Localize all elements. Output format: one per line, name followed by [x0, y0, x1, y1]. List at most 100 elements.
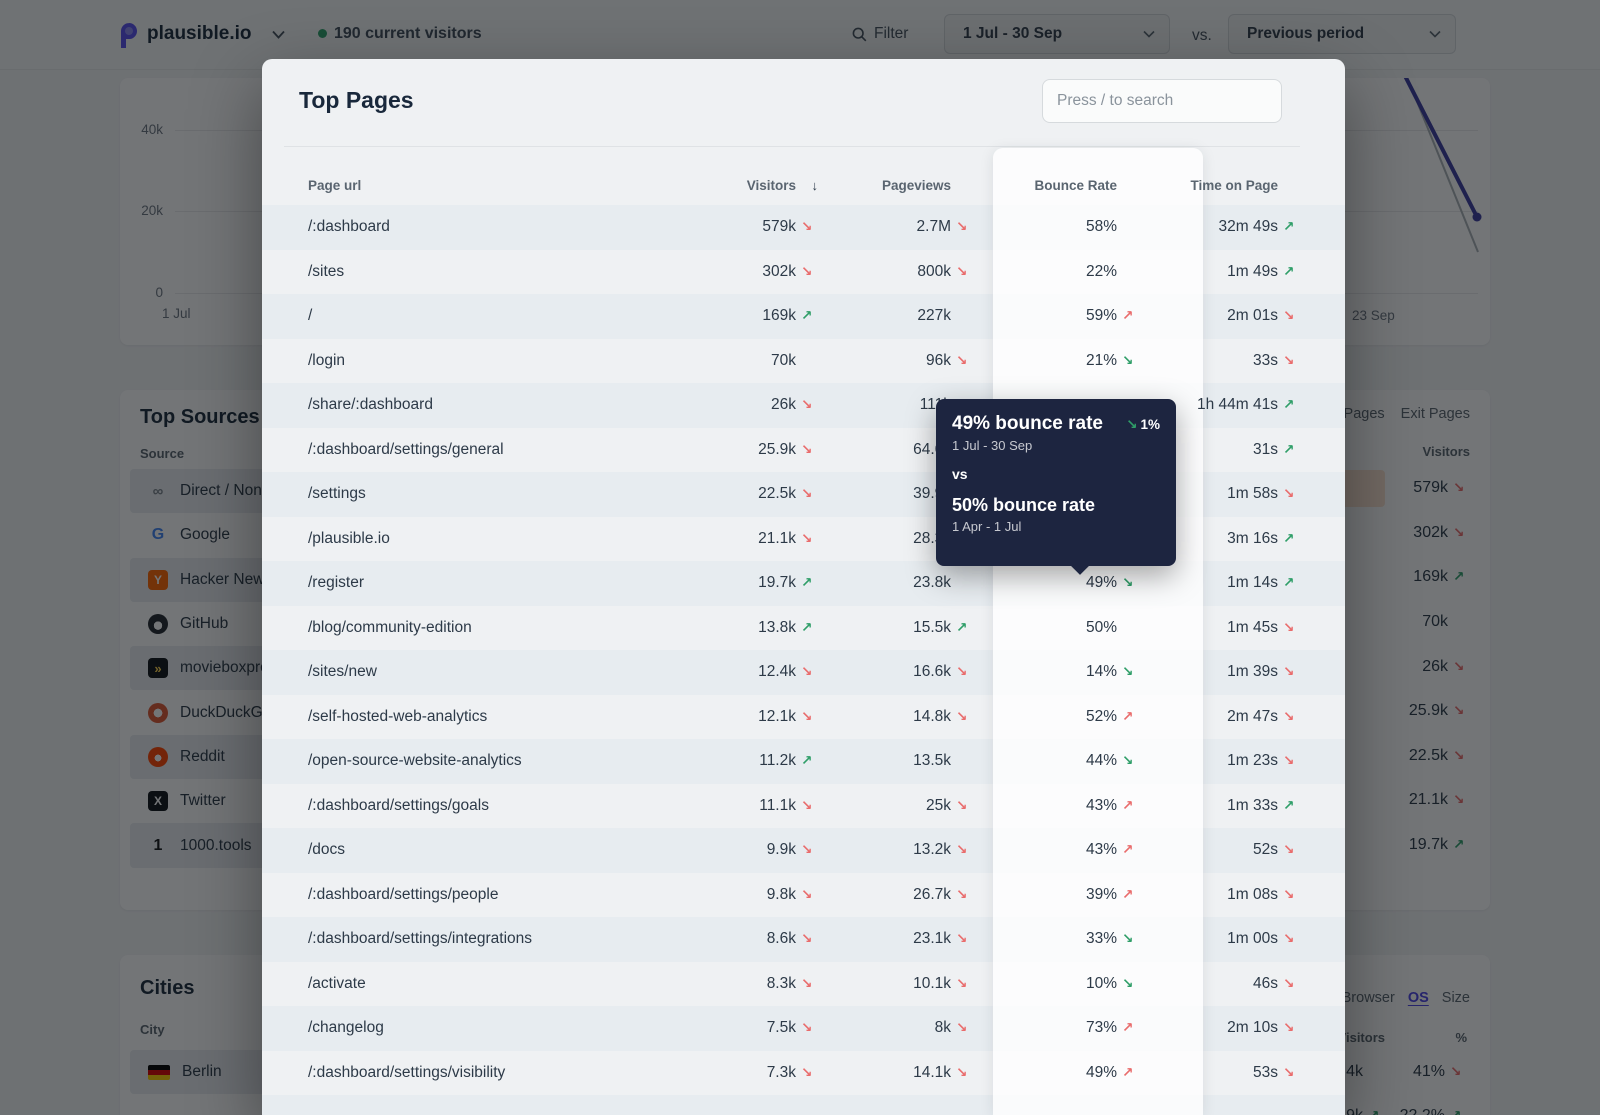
table-row[interactable]: /self-hosted-web-analytics 12.1k ↘ 14.8k ↘…	[262, 695, 1345, 740]
page-url[interactable]: /:dashboard/settings/general	[308, 440, 504, 458]
tooltip-previous-value: 50% bounce rate	[952, 495, 1096, 515]
page-url[interactable]: /:dashboard/settings/integrations	[308, 930, 533, 948]
trend-arrow-icon: ↘	[801, 1020, 813, 1036]
trend-arrow-icon: ↗	[801, 308, 813, 324]
trend-arrow-icon: ↘	[956, 797, 968, 813]
trend-arrow-icon: ↗	[1122, 708, 1134, 724]
page-url[interactable]: /share/:dashboard	[308, 396, 433, 414]
pageviews-cell: 13.2k ↘	[818, 841, 973, 859]
trend-arrow-icon: ↘	[801, 931, 813, 947]
page-url[interactable]: /:dashboard/settings/people	[308, 885, 499, 903]
trend-arrow-icon: ↘	[1283, 486, 1295, 502]
trend-arrow-icon: ↗	[801, 753, 813, 769]
trend-arrow-icon: ↘	[801, 886, 813, 902]
visitors-cell: 11.2k ↗	[668, 752, 818, 770]
page-url[interactable]: /open-source-website-analytics	[308, 752, 522, 770]
table-row[interactable]: /:dashboard/settings/people 9.8k ↘ 26.7k ↘…	[262, 873, 1345, 918]
bounce-rate-cell: 58%	[1085, 218, 1117, 236]
trend-arrow-icon: ↘	[1283, 619, 1295, 635]
trend-arrow-icon: ↘	[956, 263, 968, 279]
time-on-page-cell: 2m 47s ↘	[1139, 708, 1300, 726]
page-url[interactable]: /:dashboard	[308, 218, 390, 236]
sort-desc-icon: ↓	[811, 177, 819, 193]
pageviews-cell: 15.5k ↗	[818, 619, 973, 637]
page-url[interactable]: /:dashboard/settings/goals	[308, 796, 489, 814]
visitors-cell: 19.7k ↗	[668, 574, 818, 592]
trend-arrow-icon: ↘	[1122, 931, 1134, 947]
trend-arrow-icon: ↘	[801, 530, 813, 546]
pageviews-cell: 8k ↘	[818, 1019, 973, 1037]
page-url[interactable]: /plausible.io	[308, 529, 390, 547]
trend-arrow-icon: ↗	[1122, 842, 1134, 858]
bounce-rate-cell: 52% ↗	[973, 708, 1139, 726]
column-header-bounce-rate[interactable]: Bounce Rate	[1034, 177, 1117, 193]
modal-title: Top Pages	[299, 87, 414, 113]
visitors-cell: 12.4k ↘	[668, 663, 818, 681]
pageviews-cell: 13.5k	[913, 752, 951, 770]
page-url[interactable]: /:dashboard/settings/visibility	[308, 1063, 506, 1081]
tooltip-vs-label: vs	[952, 466, 968, 482]
time-on-page-cell: 1m 39s ↘	[1139, 663, 1300, 681]
visitors-cell: 11.1k ↘	[668, 797, 818, 815]
trend-arrow-icon: ↘	[1283, 931, 1295, 947]
table-header-row: Page url Visitors ↓ Pageviews Bounce Rat…	[262, 171, 1345, 199]
time-on-page-cell: 1m 23s ↘	[1139, 752, 1300, 770]
pageviews-cell: 227k	[917, 307, 951, 325]
trend-arrow-icon: ↘	[801, 842, 813, 858]
page-url[interactable]: /docs	[308, 841, 346, 859]
trend-arrow-icon: ↘	[1122, 975, 1134, 991]
table-row[interactable]: /blog/community-edition 13.8k ↗ 15.5k ↗ 50…	[262, 606, 1345, 651]
pageviews-cell: 96k ↘	[818, 352, 973, 370]
page-url[interactable]: /register	[308, 574, 364, 592]
trend-arrow-icon: ↘	[956, 886, 968, 902]
time-on-page-cell: 32m 49s ↗	[1139, 218, 1300, 236]
time-on-page-cell: 52s ↘	[1139, 841, 1300, 859]
bounce-rate-cell: 43% ↗	[973, 841, 1139, 859]
page-url[interactable]: /changelog	[308, 1019, 384, 1037]
trend-arrow-icon: ↘	[956, 975, 968, 991]
pageviews-cell: 14.8k ↘	[818, 708, 973, 726]
trend-arrow-icon: ↘	[801, 664, 813, 680]
column-header-visitors[interactable]: Visitors ↓	[746, 177, 819, 193]
search-input[interactable]	[1042, 79, 1282, 123]
time-on-page-cell: 33s ↘	[1139, 352, 1300, 370]
trend-arrow-icon: ↗	[801, 619, 813, 635]
page-url[interactable]: /login	[308, 351, 346, 369]
column-header-page-url[interactable]: Page url	[308, 177, 362, 193]
tooltip-current-period: 1 Jul - 30 Sep	[952, 438, 1033, 453]
column-header-pageviews[interactable]: Pageviews	[881, 177, 951, 193]
visitors-cell: 22.5k ↘	[668, 485, 818, 503]
time-on-page-cell: 1m 45s ↘	[1139, 619, 1300, 637]
table-row[interactable]: /activate 8.3k ↘ 10.1k ↘ 10% ↘ 46s ↘	[262, 962, 1345, 1007]
table-row[interactable]: /:dashboard/settings/goals 11.1k ↘ 25k ↘ 4…	[262, 784, 1345, 829]
page-url[interactable]: /self-hosted-web-analytics	[308, 707, 488, 725]
page-url[interactable]: /activate	[308, 974, 366, 992]
trend-arrow-icon: ↗	[1283, 219, 1295, 235]
page-url[interactable]: /sites	[308, 262, 345, 280]
visitors-cell: 25.9k ↘	[668, 441, 818, 459]
page-url[interactable]: /	[308, 307, 313, 325]
trend-arrow-icon: ↘	[1283, 842, 1295, 858]
trend-arrow-icon: ↘	[1283, 664, 1295, 680]
trend-arrow-icon: ↘	[956, 352, 968, 368]
column-header-time-on-page[interactable]: Time on Page	[1190, 177, 1278, 193]
trend-arrow-icon: ↗	[1122, 1020, 1134, 1036]
time-on-page-cell: 1m 14s ↗	[1139, 574, 1300, 592]
pageviews-cell: 2.7M ↘	[818, 218, 973, 236]
time-on-page-cell: 1h 44m 41s ↗	[1139, 396, 1300, 414]
bounce-rate-cell: 44% ↘	[973, 752, 1139, 770]
page-url[interactable]: /sites/new	[308, 663, 377, 681]
trend-arrow-icon: ↘	[801, 975, 813, 991]
page-url[interactable]: /blog/community-edition	[308, 618, 472, 636]
table-row[interactable]: /:dashboard/settings/visibility 7.3k ↘ 14…	[262, 1051, 1345, 1096]
table-row[interactable]: /login 70k 96k ↘ 21% ↘ 33s ↘	[262, 339, 1345, 384]
trend-arrow-icon: ↘	[1283, 1064, 1295, 1080]
trend-arrow-icon: ↘	[801, 797, 813, 813]
trend-arrow-icon: ↘	[1126, 417, 1138, 432]
trend-arrow-icon: ↘	[1122, 753, 1134, 769]
page-url[interactable]: /settings	[308, 485, 366, 503]
table-row[interactable]: /sites 302k ↘ 800k ↘ 22% 1m 49s ↗	[262, 250, 1345, 295]
time-on-page-cell: 31s ↗	[1139, 441, 1300, 459]
trend-arrow-icon: ↘	[1283, 886, 1295, 902]
trend-arrow-icon: ↘	[801, 397, 813, 413]
